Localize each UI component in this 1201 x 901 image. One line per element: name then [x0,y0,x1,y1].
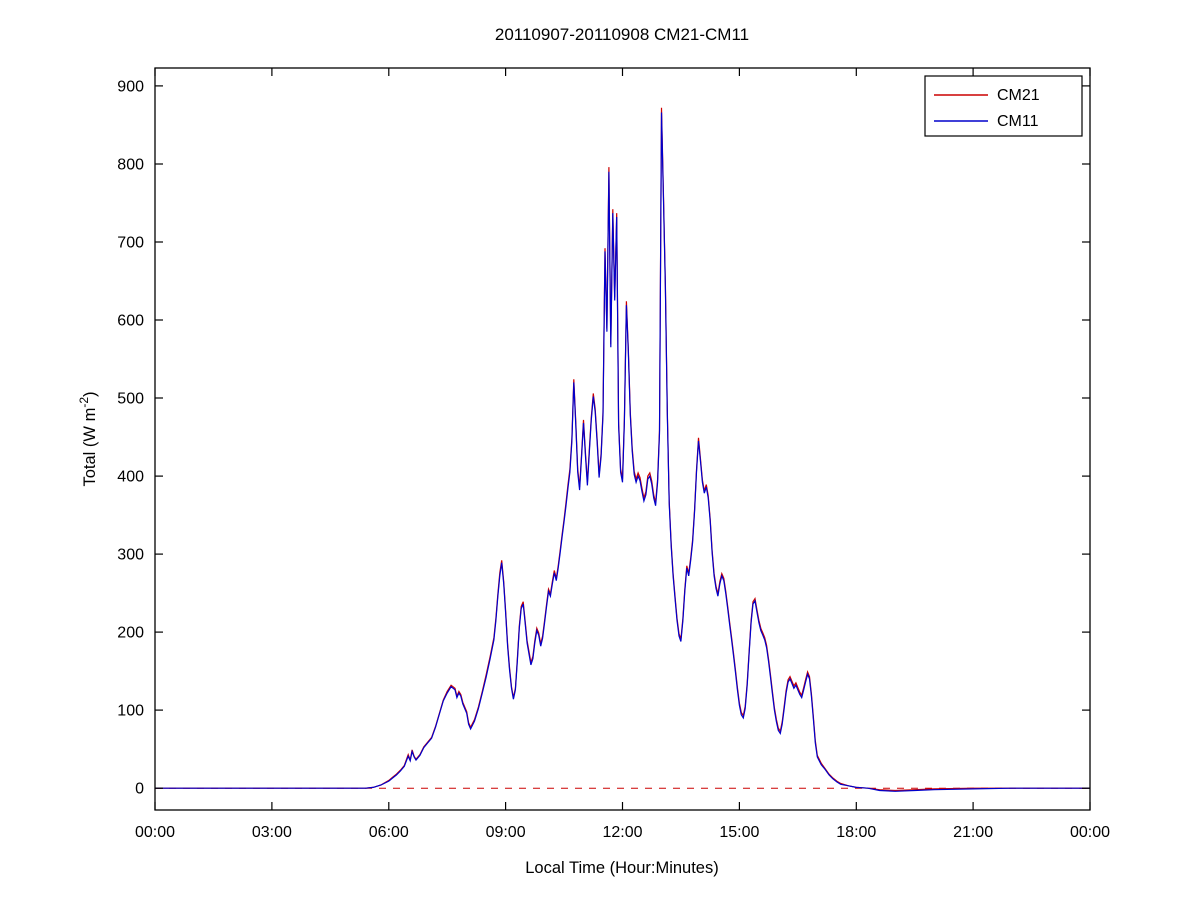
cm11-series-line [155,112,1090,792]
y-axis-label-close: ) [81,391,99,397]
x-tick-label: 00:00 [1070,824,1110,841]
y-tick-label: 900 [117,78,144,95]
chart-title: 20110907-20110908 CM21-CM11 [495,25,749,44]
axis-ticks [154,68,1091,810]
y-axis-label-superscript: -2 [77,397,91,408]
x-tick-label: 18:00 [836,824,876,841]
y-tick-label: 400 [117,469,144,486]
y-tick-label: 700 [117,235,144,252]
y-tick-label: 100 [117,703,144,720]
legend: CM21 CM11 [924,75,1083,137]
legend-label-cm11: CM11 [997,113,1039,130]
x-tick-label: 21:00 [953,824,993,841]
x-tick-label: 09:00 [486,824,526,841]
x-tick-label: 12:00 [602,824,642,841]
cm21-series-line [155,107,1090,792]
y-tick-label: 500 [117,391,144,408]
x-tick-label: 03:00 [252,824,292,841]
series-lines [155,107,1090,792]
x-axis-label: Local Time (Hour:Minutes) [525,859,718,877]
x-tick-label: 00:00 [135,824,175,841]
legend-label-cm21: CM21 [997,87,1040,104]
axis-tick-labels: 00:00 03:00 06:00 09:00 12:00 15:00 18:00 21:00… [117,78,1110,841]
y-axis-label: Total (W m-2) [77,391,99,486]
x-tick-label: 15:00 [719,824,759,841]
y-tick-label: 300 [117,547,144,564]
y-tick-label: 600 [117,313,144,330]
x-tick-label: 06:00 [369,824,409,841]
y-tick-label: 0 [135,781,144,798]
y-axis-label-main: Total (W m [81,408,99,487]
legend-box [924,75,1083,137]
plot-border [154,67,1091,811]
y-tick-label: 800 [117,157,144,174]
y-tick-label: 200 [117,625,144,642]
